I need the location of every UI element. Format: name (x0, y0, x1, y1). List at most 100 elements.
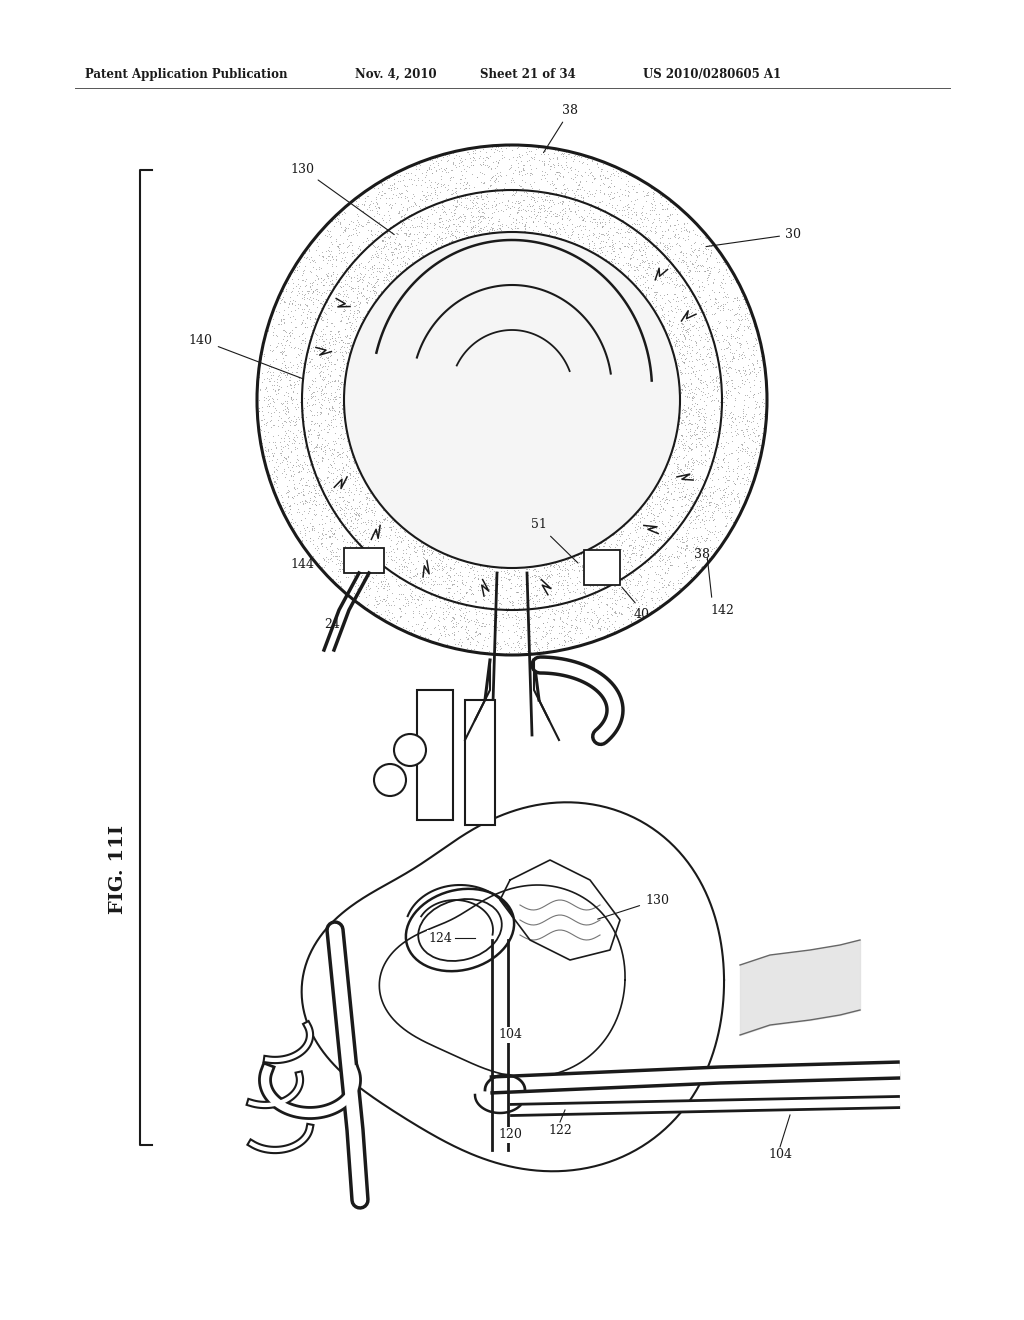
Point (346, 582, 362, 603)
Point (588, 227, 604, 248)
Point (353, 561, 370, 582)
Point (479, 219, 496, 240)
Point (729, 422, 745, 444)
Point (687, 384, 703, 405)
Point (472, 216, 488, 238)
Point (311, 325, 328, 346)
Point (266, 457, 283, 478)
Point (330, 444, 346, 465)
Point (262, 438, 279, 459)
Point (449, 638, 465, 659)
Point (441, 232, 458, 253)
Point (447, 154, 464, 176)
Point (278, 449, 294, 470)
Point (388, 178, 404, 199)
Point (559, 623, 575, 644)
Point (312, 292, 329, 313)
Point (333, 272, 349, 293)
Point (324, 234, 340, 255)
Point (688, 507, 705, 528)
Point (369, 601, 385, 622)
Point (600, 186, 616, 207)
Point (659, 282, 676, 304)
Point (711, 259, 727, 280)
Point (690, 416, 707, 437)
Point (693, 449, 710, 470)
Point (444, 615, 461, 636)
Point (690, 409, 707, 430)
Point (695, 232, 712, 253)
Point (594, 242, 610, 263)
Point (325, 397, 341, 418)
Point (301, 375, 317, 396)
Point (450, 185, 466, 206)
Point (639, 249, 655, 271)
Point (323, 517, 339, 539)
Point (495, 603, 511, 624)
Point (654, 265, 671, 286)
Point (328, 341, 344, 362)
Point (286, 374, 302, 395)
Text: 30: 30 (706, 228, 801, 247)
Point (677, 228, 693, 249)
Point (692, 255, 709, 276)
Point (295, 309, 311, 330)
Point (679, 387, 695, 408)
Point (545, 214, 561, 235)
Point (365, 568, 381, 589)
Point (690, 281, 707, 302)
Point (543, 564, 559, 585)
Point (676, 562, 692, 583)
Point (628, 181, 644, 202)
Point (708, 368, 724, 389)
Point (684, 284, 700, 305)
Point (327, 524, 343, 545)
Point (519, 186, 536, 207)
Point (621, 535, 637, 556)
Point (317, 271, 334, 292)
Point (529, 585, 546, 606)
Point (507, 193, 523, 214)
Point (660, 289, 677, 310)
Point (414, 190, 430, 211)
Point (643, 587, 659, 609)
Point (284, 432, 300, 453)
Point (654, 226, 671, 247)
Point (640, 277, 656, 298)
Point (301, 492, 317, 513)
Point (429, 230, 445, 251)
Point (433, 168, 450, 189)
Point (662, 205, 678, 226)
Point (311, 458, 328, 479)
Point (552, 144, 568, 165)
Point (343, 231, 359, 252)
Point (377, 499, 393, 520)
Point (695, 243, 712, 264)
Point (523, 634, 540, 655)
Point (604, 197, 621, 218)
Point (485, 165, 502, 186)
Point (555, 612, 571, 634)
Point (369, 197, 385, 218)
Point (680, 454, 696, 475)
Point (679, 520, 695, 541)
Point (334, 395, 350, 416)
Point (504, 183, 520, 205)
Point (399, 533, 416, 554)
Point (479, 206, 496, 227)
Point (542, 561, 558, 582)
Point (679, 529, 695, 550)
Point (709, 376, 725, 397)
Point (331, 486, 347, 507)
Point (340, 469, 356, 490)
Point (411, 535, 427, 556)
Point (666, 331, 682, 352)
Point (349, 203, 366, 224)
Point (333, 516, 349, 537)
Point (311, 259, 328, 280)
Point (739, 451, 756, 473)
Point (713, 276, 729, 297)
Point (639, 185, 655, 206)
Point (475, 574, 492, 595)
Point (525, 194, 542, 215)
